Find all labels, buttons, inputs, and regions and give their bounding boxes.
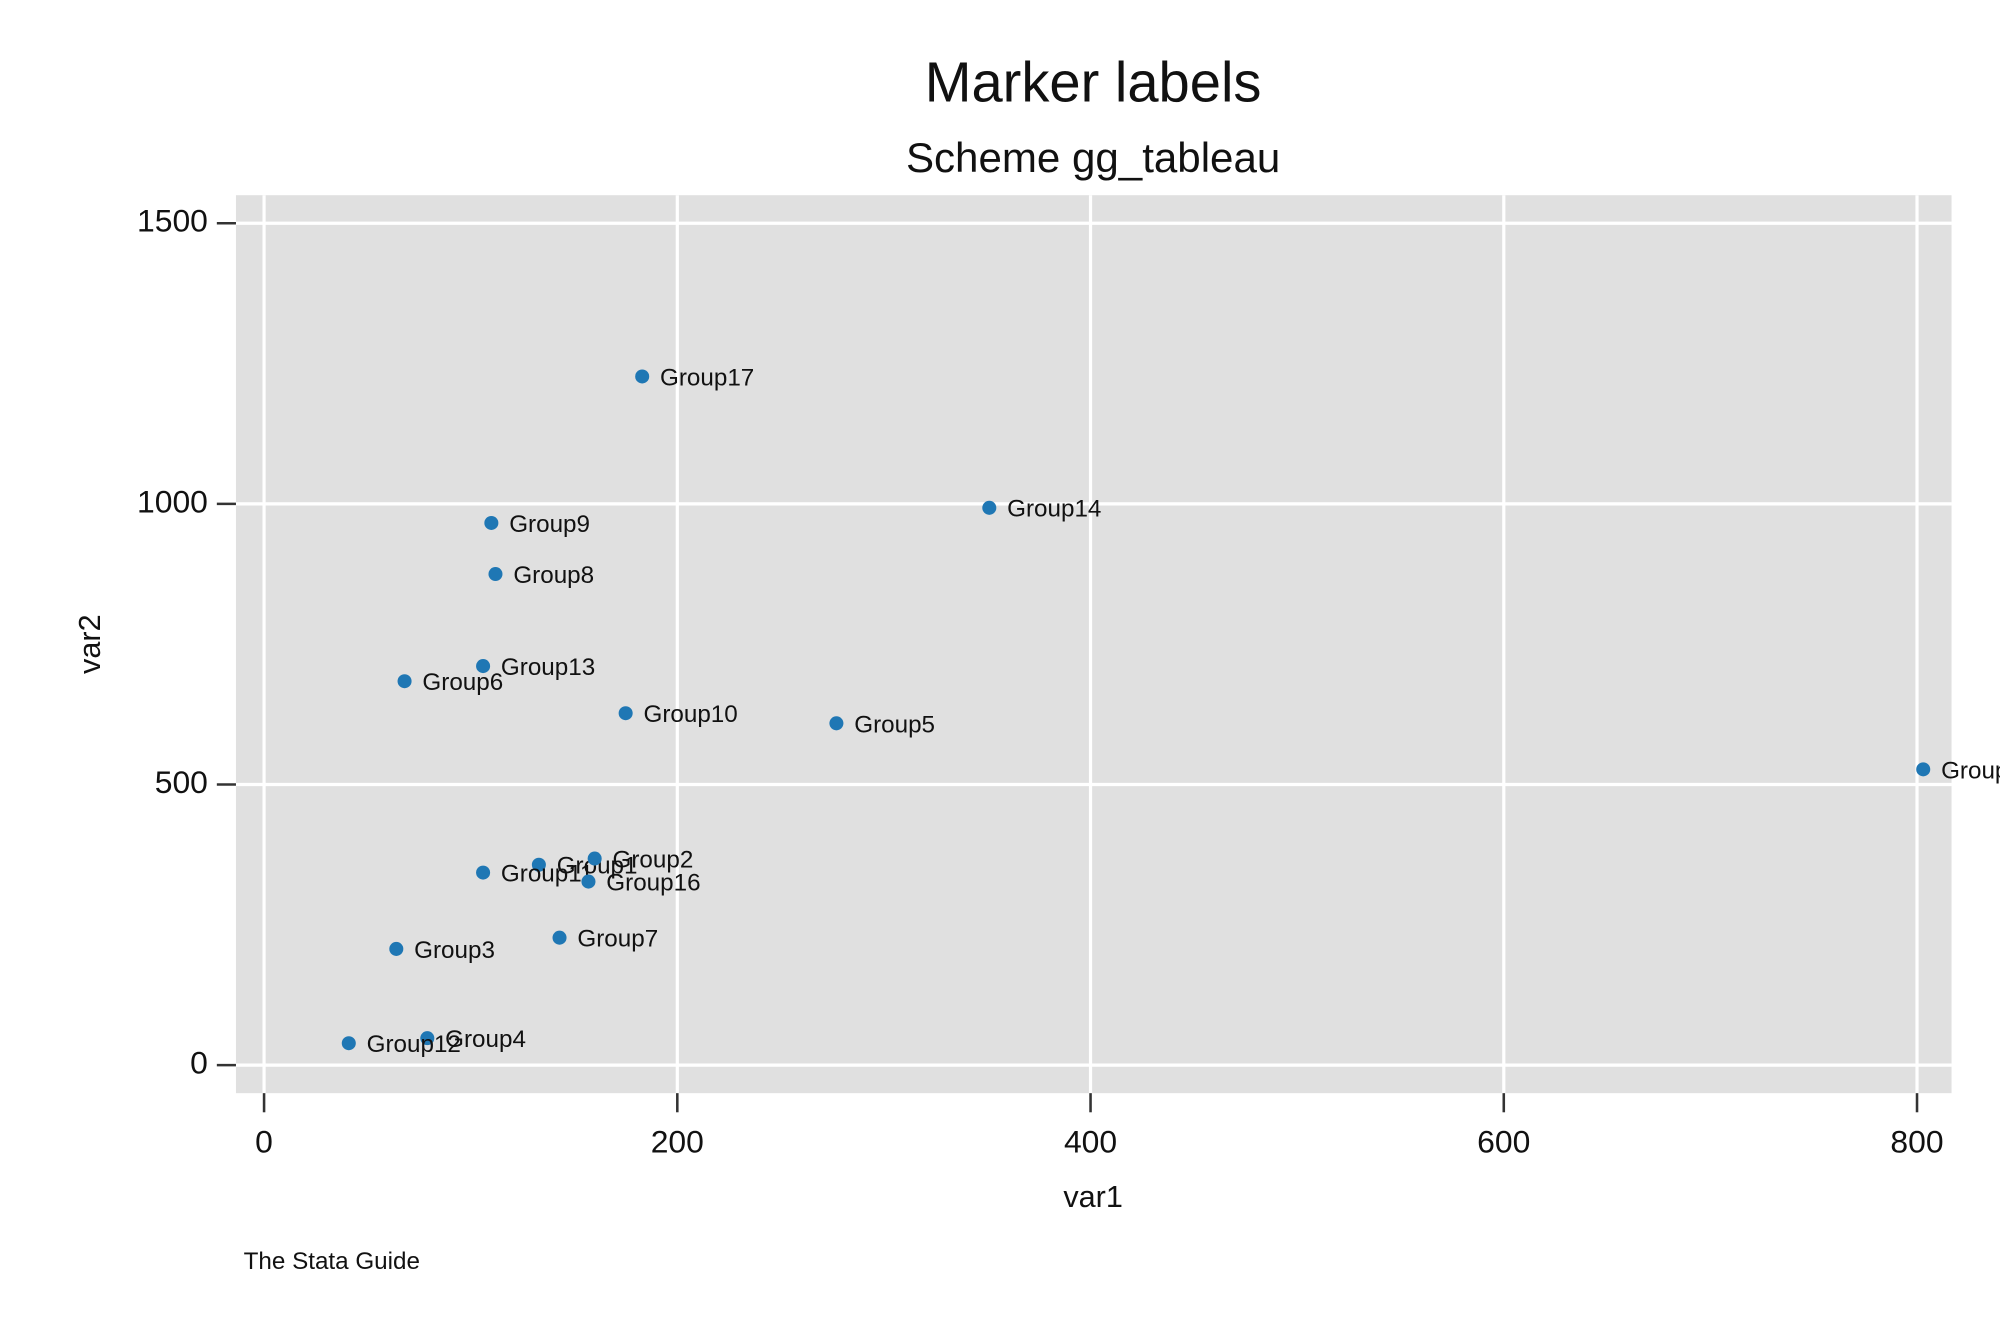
point [341,1036,356,1051]
point-label: Group16 [606,870,700,897]
point [420,1031,435,1046]
x-tick-label: 400 [1064,1124,1117,1160]
point-label: Group2 [613,847,694,874]
point-label: Group11 [501,861,593,888]
y-tick-label: 1000 [137,483,208,519]
point-label: Group17 [660,364,754,391]
point-label: Group4 [445,1026,526,1053]
point [635,369,650,384]
point-label: Group6 [422,669,503,696]
point [389,941,404,956]
x-tick-label: 800 [1890,1124,1943,1160]
point-label: Group8 [513,562,594,589]
point-label: Group15 [1941,757,2000,784]
point [982,500,997,515]
point [531,857,546,872]
x-tick-label: 200 [651,1124,704,1160]
point [476,659,491,674]
x-axis-label: var1 [1063,1180,1123,1214]
point [476,865,491,880]
y-tick-label: 0 [190,1045,208,1081]
point-label: Group12 [367,1031,461,1058]
x-tick-label: 0 [255,1124,273,1160]
point-label: Group14 [1007,496,1101,523]
point [587,851,602,866]
note: The Stata Guide [244,1248,420,1275]
point [581,874,596,889]
point-label: Group3 [414,937,495,964]
point [484,515,499,530]
y-tick-label: 1500 [137,203,208,239]
point [618,706,633,721]
point [829,716,844,731]
point-label: Group13 [501,654,595,681]
point [552,930,567,945]
x-tick-label: 600 [1477,1124,1530,1160]
point-label: Group10 [644,701,738,728]
plot-area [235,195,1952,1094]
point [1916,762,1931,777]
point-label: Group9 [509,511,590,538]
point [488,567,503,582]
y-axis-label: var2 [73,614,107,674]
point-label: Group5 [854,711,935,738]
point-label: Group7 [577,926,658,953]
point [397,674,412,689]
y-tick-label: 500 [155,764,208,800]
chart-subtitle: Scheme gg_tableau [906,134,1280,181]
chart-title: Marker labels [925,51,1262,114]
